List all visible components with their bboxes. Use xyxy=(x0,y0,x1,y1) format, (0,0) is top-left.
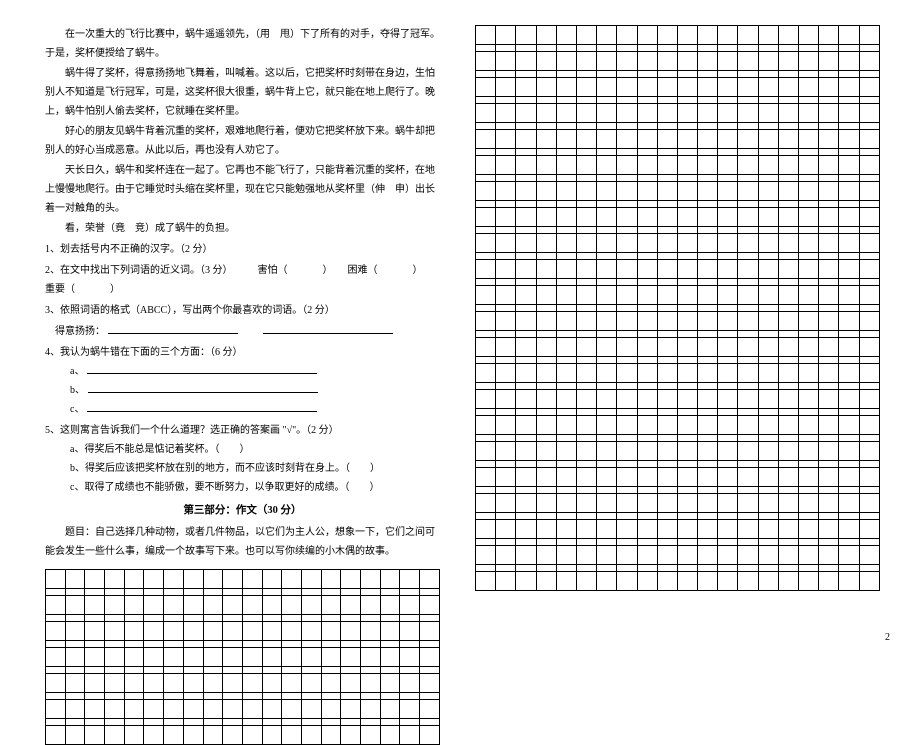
question-4c: c、 xyxy=(45,400,440,419)
question-2: 2、在文中找出下列词语的近义词。（3 分） 害怕（ ） 困难（ ） 重要（ ） xyxy=(45,261,440,299)
blank-4a[interactable] xyxy=(87,373,317,374)
question-4: 4、我认为蜗牛错在下面的三个方面：（6 分） xyxy=(45,343,440,362)
q4a-label: a、 xyxy=(70,366,84,377)
blank-4b[interactable] xyxy=(88,392,318,393)
question-5b: b、得奖后应该把奖杯放在别的地方，而不应该时刻背在身上。（ ） xyxy=(45,459,440,478)
q4b-label: b、 xyxy=(70,385,85,396)
question-1: 1、划去括号内不正确的汉字。（2 分） xyxy=(45,240,440,259)
blank-3a[interactable] xyxy=(108,333,238,334)
question-4a: a、 xyxy=(45,362,440,381)
passage-p3: 好心的朋友见蜗牛背着沉重的奖杯，艰难地爬行着，便劝它把奖杯放下来。蜗牛却把别人的… xyxy=(45,122,440,160)
q2-w1: 害怕（ xyxy=(258,265,288,276)
passage-p1: 在一次重大的飞行比赛中，蜗牛遥遥领先，（用 甩）下了所有的对手，夺得了冠军。于是… xyxy=(45,25,440,63)
writing-grid-right[interactable] xyxy=(475,25,880,591)
blank-3b[interactable] xyxy=(263,333,393,334)
right-column: 2 xyxy=(460,0,920,651)
passage-p5: 看，荣誉（竟 竞）成了蜗牛的负担。 xyxy=(45,219,440,238)
question-3-line: 得意扬扬： xyxy=(45,322,440,341)
question-3: 3、依照词语的格式（ABCC），写出两个你最喜欢的词语。（2 分） xyxy=(45,301,440,320)
blank-4c[interactable] xyxy=(87,411,317,412)
section-3-title: 第三部分：作文（30 分） xyxy=(45,501,440,521)
left-column: 在一次重大的飞行比赛中，蜗牛遥遥领先，（用 甩）下了所有的对手，夺得了冠军。于是… xyxy=(0,0,460,651)
question-5: 5、这则寓言告诉我们一个什么道理？选正确的答案画 "√"。（2 分） xyxy=(45,421,440,440)
q2-prefix: 2、在文中找出下列词语的近义词。（3 分） xyxy=(45,265,233,276)
passage-p4: 天长日久，蜗牛和奖杯连在一起了。它再也不能飞行了，只能背着沉重的奖杯，在地上慢慢… xyxy=(45,161,440,218)
question-5c: c、取得了成绩也不能骄傲，要不断努力，以争取更好的成绩。（ ） xyxy=(45,478,440,497)
question-4b: b、 xyxy=(45,381,440,400)
page-number: 2 xyxy=(885,632,890,643)
q3-label: 得意扬扬： xyxy=(55,326,105,337)
writing-grid-left[interactable] xyxy=(45,569,440,745)
passage-p2: 蜗牛得了奖杯，得意扬扬地飞舞着，叫喊着。这以后，它把奖杯时刻带在身边，生怕别人不… xyxy=(45,64,440,121)
q2-end: ） xyxy=(110,284,120,295)
q2-w2: ） 困难（ xyxy=(323,265,378,276)
essay-prompt: 题目：自己选择几种动物，或者几件物品，以它们为主人公，想象一下，它们之间可能会发… xyxy=(45,523,440,561)
q4c-label: c、 xyxy=(70,404,84,415)
question-5a: a、得奖后不能总是惦记着奖杯。（ ） xyxy=(45,440,440,459)
